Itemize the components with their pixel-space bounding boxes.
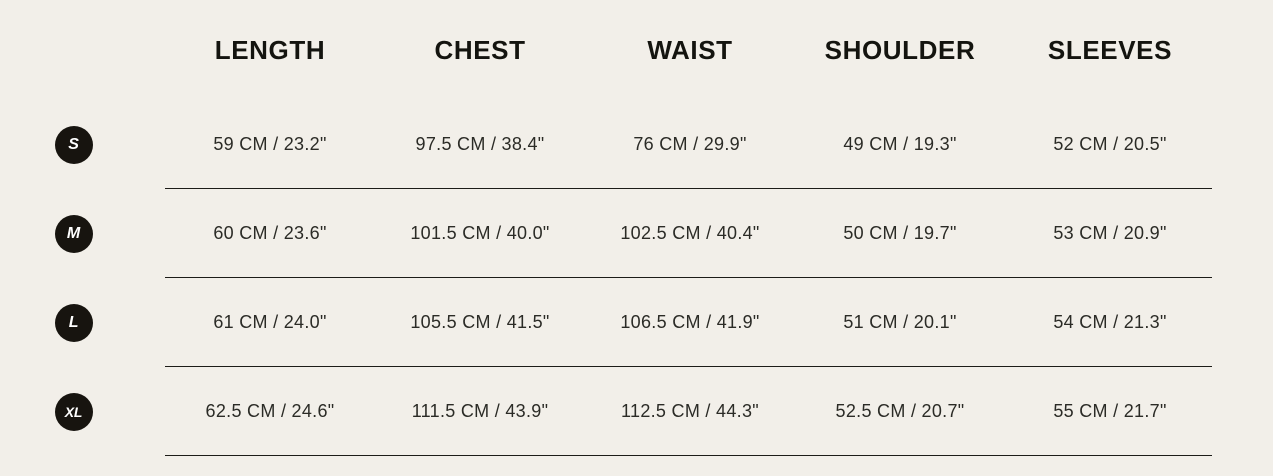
size-badge-xl: XL [54, 392, 93, 431]
row-values: 59 CM / 23.2" 97.5 CM / 38.4" 76 CM / 29… [165, 134, 1273, 155]
cell-length: 61 CM / 24.0" [213, 312, 327, 332]
row-divider [165, 188, 1212, 189]
cell-chest: 105.5 CM / 41.5" [410, 312, 550, 332]
column-header-chest: CHEST [434, 34, 526, 65]
cell-sleeves: 52 CM / 20.5" [1053, 134, 1167, 154]
row-divider [165, 277, 1212, 278]
cell-chest: 97.5 CM / 38.4" [415, 134, 545, 154]
column-header-shoulder: SHOULDER [824, 34, 976, 65]
row-values: 61 CM / 24.0" 105.5 CM / 41.5" 106.5 CM … [165, 312, 1273, 333]
row-values: 62.5 CM / 24.6" 111.5 CM / 43.9" 112.5 C… [165, 401, 1273, 422]
table-row: XL 62.5 CM / 24.6" 111.5 CM / 43.9" 112.… [0, 367, 1273, 456]
size-badge-cell: L [0, 303, 165, 342]
cell-length: 60 CM / 23.6" [213, 223, 327, 243]
column-header-waist: WAIST [647, 34, 733, 65]
cell-chest: 101.5 CM / 40.0" [410, 223, 550, 243]
size-badge-s: S [54, 125, 93, 164]
size-badge-cell: XL [0, 392, 165, 431]
table-body: S 59 CM / 23.2" 97.5 CM / 38.4" 76 CM / … [0, 100, 1273, 456]
table-row: M 60 CM / 23.6" 101.5 CM / 40.0" 102.5 C… [0, 189, 1273, 278]
row-values: 60 CM / 23.6" 101.5 CM / 40.0" 102.5 CM … [165, 223, 1273, 244]
column-header-sleeves: SLEEVES [1047, 34, 1173, 65]
column-header-length: LENGTH [214, 34, 326, 65]
cell-waist: 76 CM / 29.9" [633, 134, 747, 154]
cell-waist: 102.5 CM / 40.4" [620, 223, 760, 243]
size-badge-l: L [54, 303, 93, 342]
row-divider [165, 366, 1212, 367]
size-badge-cell: S [0, 125, 165, 164]
cell-length: 59 CM / 23.2" [213, 134, 327, 154]
cell-chest: 111.5 CM / 43.9" [411, 401, 549, 421]
table-row: S 59 CM / 23.2" 97.5 CM / 38.4" 76 CM / … [0, 100, 1273, 189]
cell-waist: 112.5 CM / 44.3" [621, 401, 759, 421]
cell-sleeves: 55 CM / 21.7" [1053, 401, 1167, 421]
table-row: L 61 CM / 24.0" 105.5 CM / 41.5" 106.5 C… [0, 278, 1273, 367]
cell-waist: 106.5 CM / 41.9" [620, 312, 760, 332]
cell-shoulder: 51 CM / 20.1" [843, 312, 957, 332]
header-measurement-columns: LENGTH CHEST WAIST SHOULDER SLEEVES [165, 35, 1273, 66]
table-header-row: LENGTH CHEST WAIST SHOULDER SLEEVES [0, 0, 1273, 100]
size-badge-m: M [54, 214, 93, 253]
row-divider [165, 455, 1212, 456]
size-badge-cell: M [0, 214, 165, 253]
cell-shoulder: 52.5 CM / 20.7" [835, 401, 965, 421]
cell-shoulder: 50 CM / 19.7" [843, 223, 957, 243]
cell-shoulder: 49 CM / 19.3" [843, 134, 957, 154]
cell-length: 62.5 CM / 24.6" [205, 401, 335, 421]
cell-sleeves: 54 CM / 21.3" [1053, 312, 1167, 332]
cell-sleeves: 53 CM / 20.9" [1053, 223, 1167, 243]
